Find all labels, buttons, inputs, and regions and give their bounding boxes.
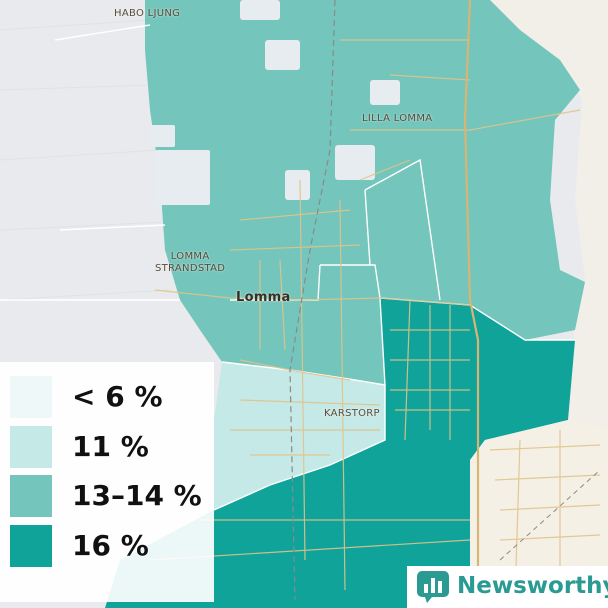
legend-label-lt6: < 6 % (72, 380, 163, 413)
roads (149, 39, 601, 601)
railway-southeast (499, 469, 601, 561)
place-label-lilla-lomma: LILLA LOMMA (362, 113, 433, 124)
brand-name: Newsworthy (457, 573, 608, 599)
legend-item-16: 16 % (10, 525, 214, 567)
legend-swatch-lt6 (10, 376, 52, 418)
legend: < 6 % 11 % 13–14 % 16 % (0, 362, 214, 602)
highway (463, 0, 480, 608)
legend-swatch-16 (10, 525, 52, 567)
place-label-lomma-strandstad: LOMMA STRANDSTAD (155, 251, 225, 275)
place-label-lomma: Lomma (236, 290, 291, 305)
railway (289, 0, 336, 601)
brand-badge[interactable]: Newsworthy (407, 566, 608, 608)
legend-swatch-11 (10, 426, 52, 468)
pale-patches (150, 0, 400, 205)
town-southeast (470, 420, 608, 608)
legend-item-13-14: 13–14 % (10, 475, 214, 517)
region-16[interactable] (105, 298, 575, 608)
place-label-lomma-strandstad-line2: STRANDSTAD (155, 263, 226, 274)
bar-chart-icon (417, 571, 449, 603)
legend-item-11: 11 % (10, 426, 214, 468)
legend-label-16: 16 % (72, 529, 149, 562)
legend-label-11: 11 % (72, 430, 149, 463)
legend-label-13-14: 13–14 % (72, 479, 202, 512)
legend-swatch-13-14 (10, 475, 52, 517)
sea-texture (0, 19, 171, 301)
place-label-habo-ljung: HABO LJUNG (114, 8, 181, 19)
legend-item-lt6: < 6 % (10, 376, 214, 418)
place-label-karstorp: KARSTORP (324, 408, 380, 419)
place-label-lomma-strandstad-line1: LOMMA (170, 251, 210, 262)
